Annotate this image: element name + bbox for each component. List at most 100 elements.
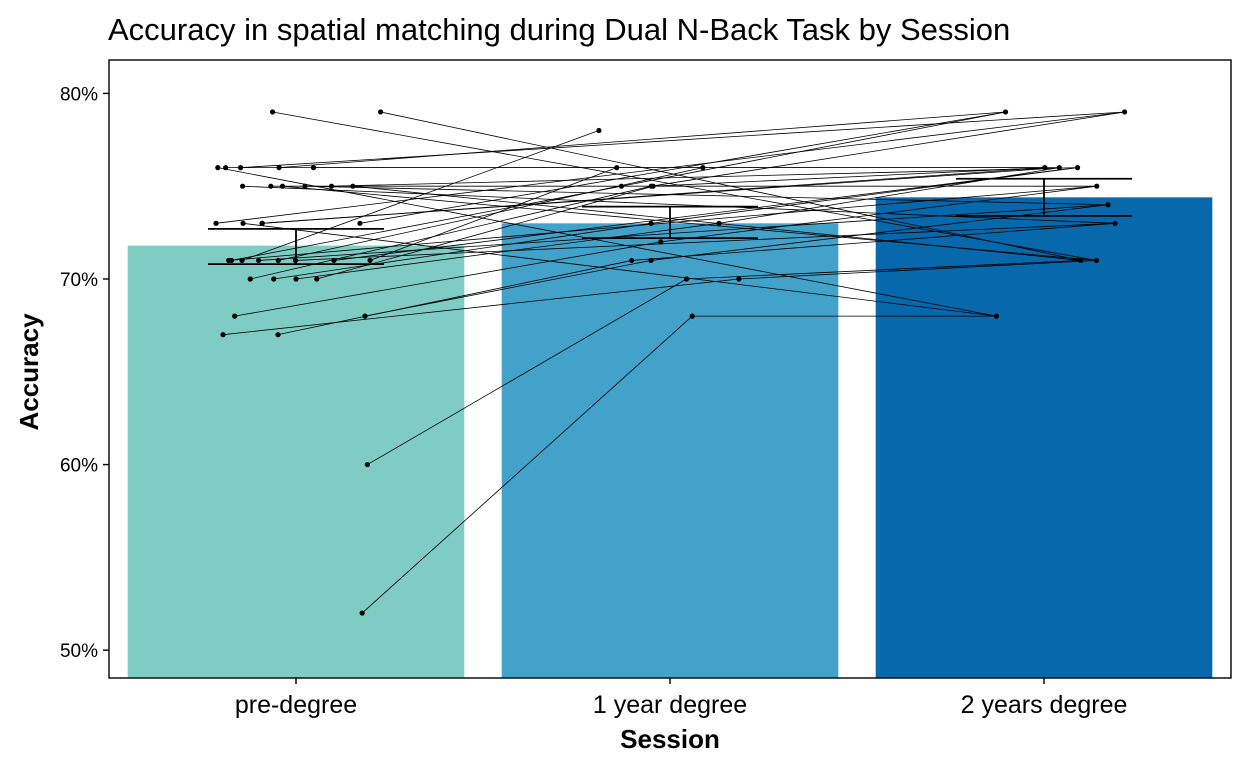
connecting-line <box>738 260 1097 280</box>
data-point <box>683 276 690 282</box>
connecting-line <box>660 185 1097 243</box>
data-point <box>275 332 281 338</box>
x-tick-label: pre-degree <box>235 691 357 719</box>
data-point <box>1002 109 1009 115</box>
data-point <box>215 165 221 171</box>
data-point <box>596 127 602 134</box>
bar-2 <box>875 197 1213 679</box>
data-point <box>293 276 299 282</box>
data-point <box>1093 257 1100 264</box>
connecting-line <box>367 278 687 465</box>
data-point <box>648 183 654 189</box>
data-point <box>232 313 238 319</box>
data-point <box>716 220 722 226</box>
data-point <box>1105 202 1111 208</box>
data-point <box>648 220 654 226</box>
data-point <box>1094 183 1100 189</box>
data-point <box>276 165 282 171</box>
connecting-line <box>243 222 997 317</box>
plot-area <box>108 59 1232 679</box>
connecting-lines <box>215 111 1125 614</box>
data-point <box>268 183 274 189</box>
connecting-line <box>273 222 652 280</box>
data-point <box>331 257 337 264</box>
data-point <box>314 276 320 282</box>
x-tick-label: 2 years degree <box>961 691 1128 719</box>
connecting-line <box>631 222 1116 261</box>
data-point <box>689 313 695 319</box>
data-point <box>328 183 335 189</box>
data-point <box>364 461 370 468</box>
data-point <box>658 239 664 245</box>
data-point <box>367 257 373 264</box>
connecting-line <box>651 167 1078 224</box>
connecting-line <box>278 167 703 261</box>
data-point <box>269 109 276 115</box>
connecting-line <box>250 185 652 280</box>
chart-title: Accuracy in spatial matching during Dual… <box>108 12 1010 47</box>
y-tick-label: 70% <box>60 270 98 291</box>
connecting-line <box>364 260 652 317</box>
data-point <box>220 332 226 338</box>
data-point <box>1074 165 1081 171</box>
connecting-line <box>222 278 739 336</box>
data-point <box>302 183 308 189</box>
data-point <box>648 257 654 264</box>
data-point <box>1112 220 1118 226</box>
x-axis-title: Session <box>620 724 720 754</box>
data-point <box>378 109 384 115</box>
data-point <box>237 165 244 171</box>
data-point <box>247 276 253 282</box>
connecting-line <box>234 241 661 317</box>
bar-1 <box>501 223 839 679</box>
data-point <box>239 257 245 264</box>
y-tick-label: 80% <box>60 84 98 105</box>
data-point <box>618 183 624 189</box>
connecting-line <box>361 315 693 614</box>
data-point <box>736 276 742 282</box>
data-point <box>350 183 356 189</box>
data-point <box>256 257 262 264</box>
connecting-line <box>241 130 600 261</box>
y-tick-label: 50% <box>60 641 98 662</box>
data-point <box>240 183 246 189</box>
y-tick-label: 60% <box>60 456 98 477</box>
bar-0 <box>127 245 465 679</box>
connecting-line <box>282 185 1097 261</box>
data-point <box>271 276 277 282</box>
y-axis-title: Accuracy <box>14 313 44 431</box>
data-point <box>279 183 286 189</box>
connecting-line <box>231 185 622 261</box>
connecting-line <box>272 111 1097 261</box>
data-point <box>292 257 299 264</box>
data-point <box>226 257 232 264</box>
data-point <box>614 165 620 171</box>
connecting-line <box>277 260 632 336</box>
connecting-line <box>621 111 1006 187</box>
data-point <box>259 220 265 226</box>
connecting-line <box>333 167 1078 261</box>
x-tick-label: 1 year degree <box>593 691 747 719</box>
connecting-line <box>331 167 1078 187</box>
data-point <box>310 165 317 171</box>
data-point <box>700 165 706 171</box>
data-point <box>993 313 1000 319</box>
connecting-line <box>304 185 1109 206</box>
connecting-line <box>651 111 1125 187</box>
data-point <box>359 610 365 616</box>
data-point <box>223 165 229 171</box>
connecting-line <box>242 185 1116 224</box>
x-axis: pre-degree 1 year degree 2 years degree <box>235 678 1128 719</box>
connecting-line <box>380 111 1081 261</box>
connecting-line <box>261 167 1045 224</box>
connecting-line <box>295 222 1116 261</box>
connecting-line <box>228 185 1097 261</box>
data-point <box>1121 109 1128 115</box>
data-point <box>213 220 219 226</box>
data-point <box>1042 165 1048 171</box>
connecting-line <box>240 111 1125 169</box>
connecting-line <box>258 204 1109 261</box>
connecting-line <box>650 204 1109 261</box>
connecting-line <box>686 260 1081 280</box>
